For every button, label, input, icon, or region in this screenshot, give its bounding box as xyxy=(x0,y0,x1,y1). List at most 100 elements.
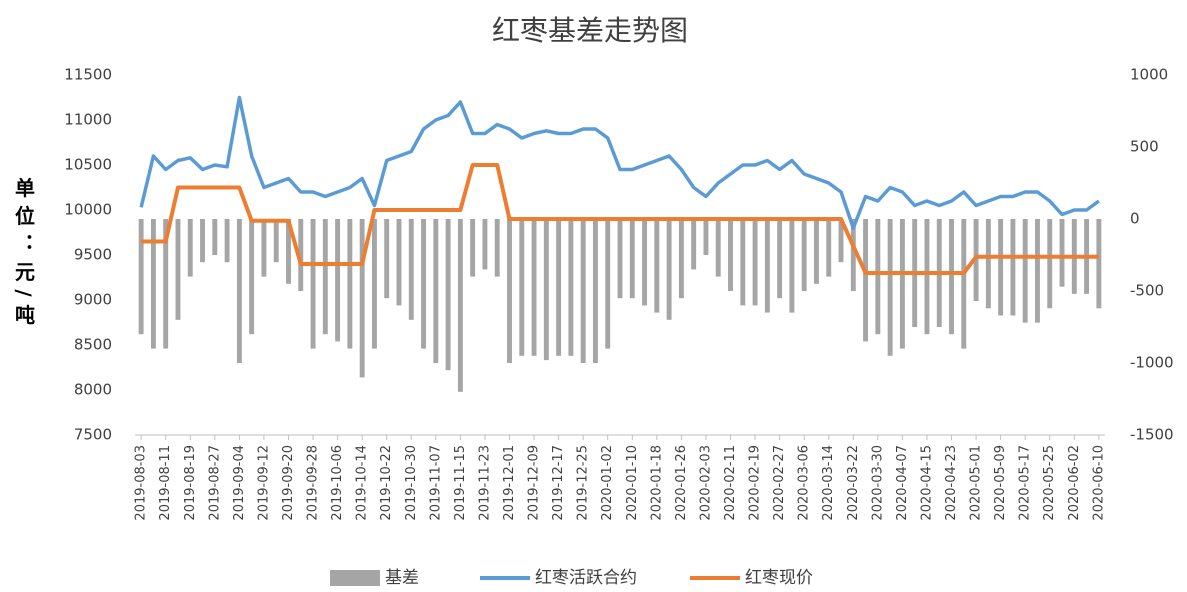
x-tick-label: 2019-12-09 xyxy=(527,445,542,521)
bar xyxy=(924,219,930,335)
bar xyxy=(961,219,967,349)
legend-label: 基差 xyxy=(385,568,419,588)
x-tick-label: 2020-05-17 xyxy=(1018,445,1033,521)
bar xyxy=(814,219,819,284)
bar xyxy=(273,219,279,263)
bar xyxy=(507,219,512,363)
bar xyxy=(298,219,304,291)
y-tick-label: 8000 xyxy=(74,381,112,399)
bar xyxy=(1022,219,1028,323)
y2-tick-label: -500 xyxy=(1130,282,1164,300)
y2-tick-label: 0 xyxy=(1130,210,1140,228)
bar xyxy=(899,219,905,349)
y-tick-label: 10500 xyxy=(64,156,112,174)
y-tick-label: 9000 xyxy=(74,291,112,309)
bar xyxy=(187,219,193,277)
bar xyxy=(433,219,439,363)
bar xyxy=(531,219,537,356)
bar xyxy=(691,219,697,270)
bar xyxy=(592,219,598,363)
x-tick-label: 2020-05-25 xyxy=(1042,445,1057,521)
x-tick-label: 2020-01-26 xyxy=(674,445,689,521)
bar xyxy=(740,219,746,306)
bar xyxy=(703,219,709,255)
bar xyxy=(261,219,267,277)
bar xyxy=(629,219,635,299)
bar xyxy=(838,219,844,263)
bar xyxy=(617,219,623,299)
bar xyxy=(347,219,353,349)
bar xyxy=(556,219,562,356)
x-tick-label: 2019-10-30 xyxy=(404,445,419,521)
y2-tick-label: 1000 xyxy=(1130,66,1168,84)
bar xyxy=(875,219,881,335)
bar xyxy=(421,219,426,349)
x-tick-label: 2019-08-19 xyxy=(183,445,198,521)
chart-title: 红枣基差走势图 xyxy=(492,14,688,47)
x-tick-label: 2020-03-22 xyxy=(846,445,861,521)
bar xyxy=(150,219,156,349)
bar xyxy=(286,219,291,284)
bar xyxy=(1047,219,1053,309)
bar xyxy=(236,219,242,363)
x-tick-label: 2020-02-03 xyxy=(698,445,713,521)
y-tick-label: 8500 xyxy=(74,336,112,354)
x-tick-label: 2019-10-14 xyxy=(355,445,370,521)
x-tick-label: 2019-09-12 xyxy=(256,445,271,521)
bar xyxy=(985,219,991,309)
bar xyxy=(580,219,586,363)
bar xyxy=(408,219,414,320)
x-tick-label: 2020-04-23 xyxy=(944,445,959,521)
x-tick-label: 2019-08-03 xyxy=(134,445,149,521)
x-tick-label: 2019-10-06 xyxy=(330,445,345,521)
bar xyxy=(322,219,328,335)
x-tick-label: 2020-06-10 xyxy=(1091,445,1106,521)
bar xyxy=(1035,219,1040,323)
bar xyxy=(605,219,611,349)
y2-tick-label: 500 xyxy=(1130,138,1159,156)
x-tick-label: 2019-09-28 xyxy=(306,445,321,521)
x-tick-label: 2020-06-02 xyxy=(1067,445,1082,521)
y-axis-label: 单位：元/吨 xyxy=(12,176,36,333)
y-tick-label: 9500 xyxy=(74,246,112,264)
x-tick-label: 2020-04-07 xyxy=(895,445,910,521)
bar xyxy=(654,219,660,313)
x-tick-label: 2020-04-15 xyxy=(919,445,934,521)
x-tick-label: 2019-12-25 xyxy=(576,445,591,521)
bar xyxy=(678,219,684,299)
x-tick-label: 2020-01-02 xyxy=(600,445,615,521)
x-tick-label: 2020-01-10 xyxy=(625,445,640,521)
bar xyxy=(764,219,770,313)
bar xyxy=(384,219,390,299)
y-tick-label: 7500 xyxy=(74,426,112,444)
y2-tick-label: -1500 xyxy=(1130,426,1174,444)
bar xyxy=(359,219,365,378)
bar xyxy=(224,219,230,263)
bar xyxy=(666,219,672,320)
bar xyxy=(212,219,218,255)
bar xyxy=(789,219,795,313)
x-tick-label: 2020-03-14 xyxy=(821,445,836,521)
line xyxy=(141,163,1099,275)
x-tick-label: 2020-05-01 xyxy=(969,445,984,521)
bar xyxy=(949,219,954,335)
x-tick-label: 2020-02-11 xyxy=(723,445,738,521)
bar xyxy=(777,219,783,299)
bar xyxy=(482,219,488,270)
x-tick-label: 2019-12-17 xyxy=(551,445,566,521)
x-tick-label: 2019-11-23 xyxy=(477,445,492,521)
bar xyxy=(543,219,549,361)
bar xyxy=(752,219,758,306)
x-tick-label: 2019-08-27 xyxy=(207,445,222,521)
x-tick-label: 2020-03-06 xyxy=(797,445,812,521)
bar xyxy=(445,219,451,371)
bar xyxy=(642,219,648,306)
bar xyxy=(310,219,316,349)
x-tick-label: 2019-10-22 xyxy=(379,445,394,521)
y-tick-label: 11000 xyxy=(64,111,112,129)
bar xyxy=(138,219,144,335)
bar xyxy=(887,219,893,356)
bar xyxy=(519,219,525,356)
